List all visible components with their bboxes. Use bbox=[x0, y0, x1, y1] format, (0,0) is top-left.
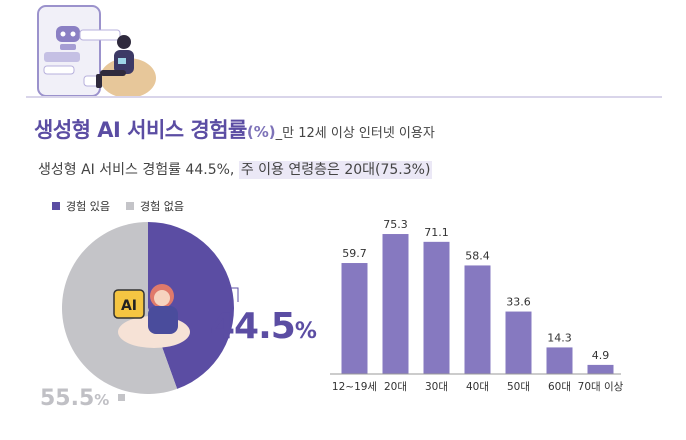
bar-0 bbox=[341, 263, 368, 374]
bar-category-label-2: 30대 bbox=[425, 381, 448, 393]
title-unit: (%) bbox=[246, 123, 276, 141]
title-main: 생성형 AI 서비스 경험률 bbox=[34, 118, 247, 142]
bar-1 bbox=[382, 234, 409, 374]
header-divider bbox=[26, 96, 662, 98]
legend-swatch-no bbox=[125, 202, 134, 210]
bar-value-label-4: 33.6 bbox=[506, 296, 531, 309]
bar-category-label-0: 12~19세 bbox=[332, 381, 377, 393]
pie-legend: 경험 있음 경험 없음 bbox=[52, 198, 184, 214]
pie-value-yes: 44.5% bbox=[210, 306, 317, 347]
bar-value-label-0: 59.7 bbox=[342, 247, 367, 260]
person-illustration bbox=[96, 35, 156, 98]
pie-marker-no bbox=[118, 394, 125, 401]
page-subtitle: 생성형 AI 서비스 경험률 44.5%, 주 이용 연령층은 20대(75.3… bbox=[34, 158, 436, 180]
ai-person-illustration: AI bbox=[113, 284, 190, 348]
bar-value-label-2: 71.1 bbox=[424, 226, 449, 239]
bar-value-label-1: 75.3 bbox=[383, 218, 408, 231]
age-bar-chart: 59.7 12~19세 75.3 20대 71.1 30대 58.4 40대 33.6 50대 14… bbox=[330, 218, 624, 393]
subtitle-prefix: 생성형 AI 서비스 경험률 44.5%, bbox=[38, 162, 239, 178]
ai-badge-label: AI bbox=[121, 298, 137, 314]
legend-label-yes: 경험 있음 bbox=[66, 200, 110, 213]
bar-category-label-3: 40대 bbox=[466, 381, 489, 393]
bar-category-label-1: 20대 bbox=[384, 381, 407, 393]
pie-value-yes-number: 44.5 bbox=[210, 306, 296, 347]
ai-badge-icon: AI bbox=[113, 289, 145, 319]
pie-slice-0 bbox=[148, 222, 234, 389]
bar-2 bbox=[423, 241, 450, 374]
legend-item-no: 경험 없음 bbox=[125, 198, 184, 214]
bar-category-label-4: 50대 bbox=[507, 381, 530, 393]
bar-value-label-5: 14.3 bbox=[547, 331, 572, 344]
bar-5 bbox=[546, 347, 573, 374]
bar-3 bbox=[464, 265, 491, 374]
pie-value-no: 55.5% bbox=[40, 386, 109, 411]
legend-item-yes: 경험 있음 bbox=[52, 198, 110, 214]
robot-icon bbox=[56, 26, 80, 50]
bar-value-label-3: 58.4 bbox=[465, 249, 490, 262]
bar-category-label-5: 60대 bbox=[548, 381, 571, 393]
pie-chart: AI bbox=[61, 222, 239, 394]
pie-leader-line bbox=[228, 287, 239, 302]
pie-value-yes-unit: % bbox=[294, 319, 317, 344]
legend-label-no: 경험 없음 bbox=[139, 200, 184, 213]
pie-value-no-number: 55.5 bbox=[40, 386, 95, 411]
bar-6 bbox=[587, 364, 614, 374]
bar-4 bbox=[505, 311, 532, 374]
legend-swatch-yes bbox=[52, 202, 60, 210]
subtitle-highlight: 주 이용 연령층은 20대(75.3%) bbox=[238, 161, 433, 179]
pie-value-no-unit: % bbox=[94, 391, 110, 409]
pie-marker-yes bbox=[224, 296, 231, 303]
header-illustration bbox=[37, 5, 156, 98]
bar-category-label-6: 70대 이상 bbox=[578, 381, 624, 393]
bar-value-label-6: 4.9 bbox=[592, 349, 610, 362]
title-sub: _만 12세 이상 인터넷 이용자 bbox=[275, 126, 435, 141]
page-title: 생성형 AI 서비스 경험률(%)_만 12세 이상 인터넷 이용자 bbox=[34, 114, 435, 144]
